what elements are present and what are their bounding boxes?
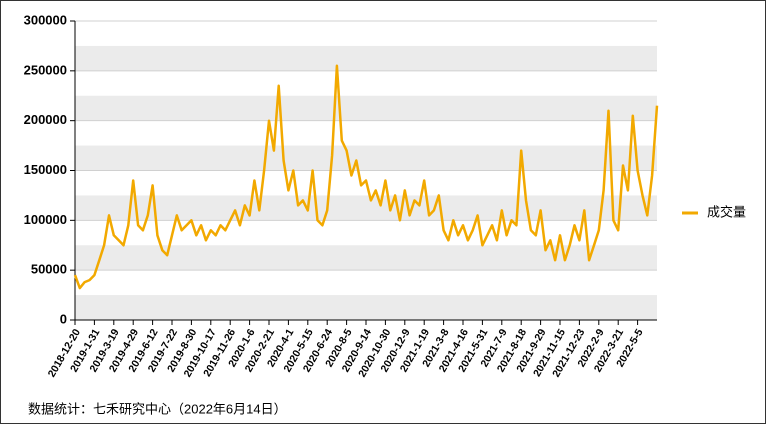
grid-band [75,295,657,320]
y-tick-label: 0 [60,311,67,326]
grid-band [75,45,657,71]
legend-label: 成交量 [707,204,746,219]
grid-band [75,195,657,221]
y-tick-label: 200000 [24,112,67,127]
y-tick-label: 150000 [24,162,67,177]
y-tick-label: 50000 [31,262,67,277]
data-line [73,64,659,290]
grid-band [75,95,657,121]
y-tick-label: 250000 [24,62,67,77]
grid-band [75,245,657,271]
grid-band [75,145,657,171]
y-tick-label: 300000 [24,12,67,27]
y-tick-label: 100000 [24,212,67,227]
source-note: 数据统计：七禾研究中心（2022年6月14日） [28,401,287,416]
